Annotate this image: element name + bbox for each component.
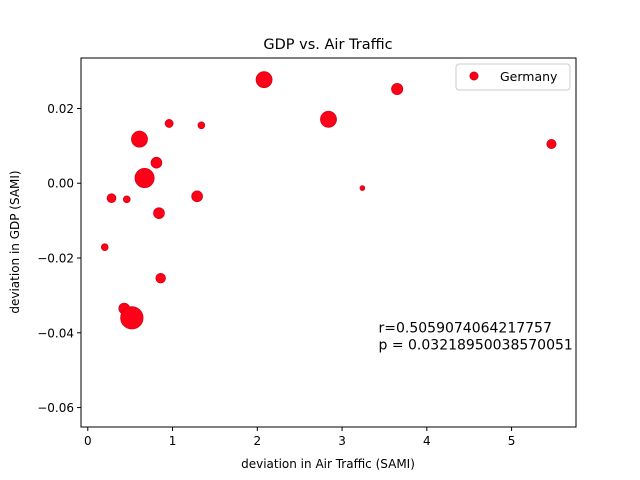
x-tick-label: 3 [338, 434, 346, 448]
legend-marker [469, 71, 479, 81]
y-tick-label: 0.02 [47, 102, 74, 116]
data-point [134, 168, 155, 189]
y-tick-label: −0.04 [37, 326, 74, 340]
x-tick-label: 5 [508, 434, 516, 448]
data-point [320, 110, 337, 128]
y-axis-label: deviation in GDP (SAMI) [8, 170, 22, 313]
data-point [546, 138, 557, 149]
data-point [255, 71, 273, 89]
x-tick-label: 1 [169, 434, 177, 448]
y-tick-label: 0.00 [47, 177, 74, 191]
legend: Germany [455, 63, 571, 91]
y-axis-ticks: −0.06 −0.04 −0.02 0.00 0.02 [37, 102, 81, 415]
data-point [131, 130, 148, 148]
x-tick-label: 4 [423, 434, 431, 448]
legend-label-germany: Germany [500, 69, 558, 84]
data-point [150, 156, 163, 169]
x-axis-label: deviation in Air Traffic (SAMI) [241, 457, 415, 471]
data-point [164, 119, 174, 128]
data-point [191, 190, 203, 203]
stat-annotation: p = 0.03218950038570051 [379, 338, 573, 354]
data-point [155, 273, 166, 284]
data-point [359, 185, 366, 191]
legend-box [455, 63, 571, 91]
y-tick-label: −0.02 [37, 252, 74, 266]
data-point [122, 195, 131, 204]
data-point [153, 207, 165, 219]
data-point [197, 121, 206, 130]
data-point [106, 193, 117, 204]
plot-area-frame [80, 57, 577, 428]
annotations: r=0.5059074064217757 p = 0.03218950038570… [379, 320, 573, 353]
data-point [120, 306, 144, 330]
stat-annotation: r=0.5059074064217757 [379, 320, 552, 336]
chart-title: GDP vs. Air Traffic [263, 37, 392, 53]
x-tick-label: 0 [84, 434, 92, 448]
x-axis-ticks: 0 1 2 3 4 5 [84, 427, 515, 448]
points-layer [100, 71, 557, 330]
x-tick-label: 2 [253, 434, 261, 448]
data-point [391, 83, 404, 96]
y-tick-label: −0.06 [37, 401, 74, 415]
data-point [100, 243, 109, 251]
